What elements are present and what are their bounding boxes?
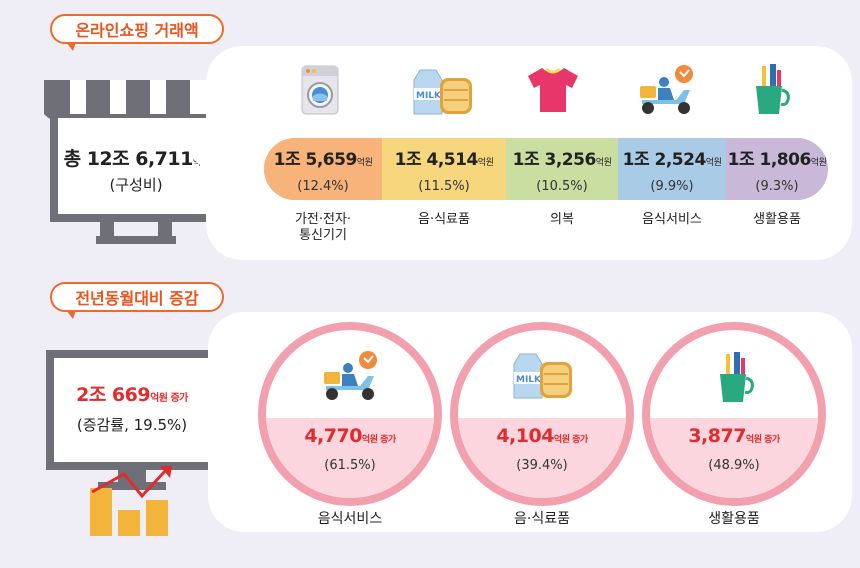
panel-pointer (192, 400, 210, 432)
delivery-scooter-icon (634, 64, 698, 122)
yoy-label: 음식서비스 (317, 511, 383, 527)
svg-text:MILK: MILK (516, 375, 542, 385)
amount-unit: 억원 (810, 158, 827, 168)
total-composition-label: (구성비) (109, 176, 163, 194)
yoy-rate-value: (48.9%) (708, 458, 760, 473)
svg-text:MILK: MILK (416, 91, 442, 101)
yoy-amount-value: 4,104 (496, 425, 554, 447)
category-label: 의복 (550, 212, 574, 227)
monitor-growth-icon (42, 346, 222, 542)
category-amount: 1조 3,256억원 (506, 145, 618, 170)
category-cell: 1조 1,806억원 (9.3%) (726, 138, 828, 200)
category-label: 음·식료품 (418, 212, 470, 227)
category-share: (9.3%) (755, 179, 799, 194)
circle-fill (266, 418, 434, 498)
yoy-total: 2조 669억원 증가 (54, 380, 210, 407)
panel-pointer (190, 140, 208, 172)
yoy-amount-value: 3,877 (688, 425, 746, 447)
category-label: 생활용품 (753, 212, 801, 227)
circle-fill (650, 418, 818, 498)
toothbrush-cup-icon (714, 350, 754, 410)
category-label-line: 가전·전자· (294, 212, 352, 227)
amount-value: 1조 3,256 (512, 150, 597, 170)
yoy-label: 음·식료품 (514, 511, 570, 527)
yoy-rate-value: (61.5%) (324, 458, 376, 473)
category-cell: 1조 5,659억원 (12.4%) (264, 138, 382, 200)
yoy-circle-food-grocery: MILK 4,104억원 증가 (39.4%) (450, 322, 634, 506)
milk-bread-icon: MILK (410, 66, 474, 120)
amount-unit: 억원 (356, 158, 373, 168)
delivery-scooter-icon (318, 350, 382, 408)
yoy-rate: (증감률, 19.5%) (76, 416, 188, 434)
category-amount: 1조 1,806억원 (726, 145, 828, 170)
tshirt-icon (526, 66, 580, 118)
amount-value: 1조 4,514 (394, 150, 479, 170)
circle-fill (458, 418, 626, 498)
amount-value: 1조 1,806 (727, 150, 812, 170)
total-amount-value: 총 12조 6,711 (63, 148, 194, 170)
milk-bread-icon: MILK (510, 350, 574, 404)
category-label: 가전·전자· 통신기기 (264, 212, 382, 244)
category-cell: 1조 2,524억원 (9.9%) (618, 138, 726, 200)
category-share: (9.9%) (650, 179, 694, 194)
amount-value: 1조 5,659 (273, 150, 358, 170)
category-cell: 1조 3,256억원 (10.5%) (506, 138, 618, 200)
yoy-amount-unit: 억원 증가 (361, 435, 396, 445)
yoy-amount-value: 4,770 (304, 425, 362, 447)
amount-unit: 억원 (705, 158, 722, 168)
yoy-circle-food-service: 4,770억원 증가 (61.5%) (258, 322, 442, 506)
category-amount: 1조 4,514억원 (382, 145, 506, 170)
yoy-amount-unit: 억원 증가 (745, 435, 780, 445)
yoy-total-unit: 억원 증가 (150, 393, 188, 404)
section-tag-online-shopping: 온라인쇼핑 거래액 (50, 14, 224, 51)
section-tag-yoy-change: 전년동월대비 증감 (50, 282, 224, 319)
category-cell: 1조 4,514억원 (11.5%) (382, 138, 506, 200)
toothbrush-cup-icon (750, 62, 790, 122)
yoy-amount: 3,877억원 증가 (650, 425, 818, 447)
yoy-amount-unit: 억원 증가 (553, 435, 588, 445)
category-label-line: 통신기기 (299, 228, 347, 243)
washing-machine-icon (300, 64, 340, 120)
amount-unit: 억원 (477, 158, 494, 168)
category-share: (10.5%) (536, 179, 588, 194)
category-band: 1조 5,659억원 (12.4%) 1조 4,514억원 (11.5%) 1조… (264, 138, 828, 200)
category-label: 음식서비스 (642, 212, 702, 227)
yoy-rate-value: (39.4%) (516, 458, 568, 473)
category-share: (11.5%) (418, 179, 470, 194)
category-amount: 1조 5,659억원 (264, 145, 382, 170)
yoy-amount: 4,104억원 증가 (458, 425, 626, 447)
yoy-amount: 4,770억원 증가 (266, 425, 434, 447)
yoy-total-value: 2조 669 (76, 384, 151, 406)
yoy-circle-household: 3,877억원 증가 (48.9%) (642, 322, 826, 506)
yoy-label: 생활용품 (708, 511, 760, 527)
amount-unit: 억원 (595, 158, 612, 168)
amount-value: 1조 2,524 (622, 150, 707, 170)
category-share: (12.4%) (297, 179, 349, 194)
category-amount: 1조 2,524억원 (618, 145, 726, 170)
